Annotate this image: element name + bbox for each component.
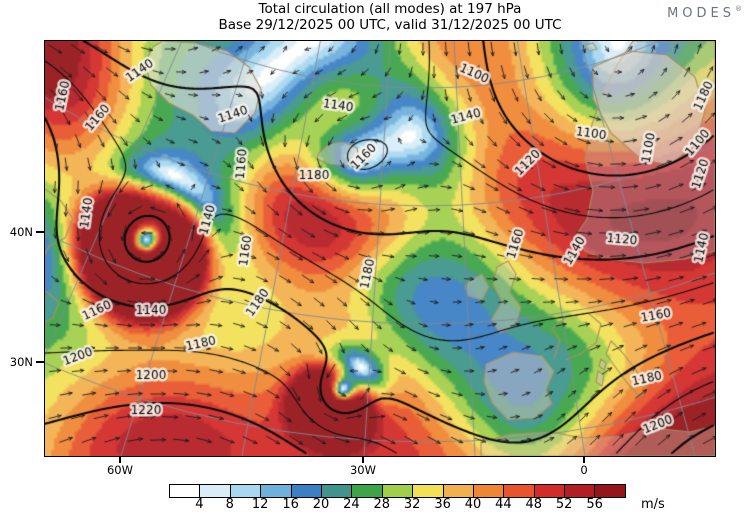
colorbar-cell [413,485,444,497]
colorbar-cell [382,485,414,497]
chart-title: Total circulation (all modes) at 197 hPa [258,1,522,17]
modes-logo-text: MODES [667,6,735,21]
colorbar-cell [534,485,566,497]
colorbar-tick-label: 12 [251,497,269,512]
colorbar-cell [443,485,474,497]
y-axis-tick [36,361,44,363]
colorbar-cell [170,485,201,497]
x-axis-tick [583,457,585,463]
colorbar-tick-label: 16 [282,497,299,512]
y-axis-tick [36,231,44,233]
chart-subtitle: Base 29/12/2025 00 UTC, valid 31/12/2025… [218,16,562,33]
colorbar-tick-label: 4 [195,497,204,512]
colorbar-tick-label: 8 [225,497,234,512]
y-axis-label: 30N [9,355,33,369]
colorbar-tick-label: 44 [495,497,512,512]
colorbar-tick-label: 28 [373,497,391,512]
colorbar-tick-label: 24 [343,497,360,512]
colorbar [169,484,626,498]
colorbar-cell [595,485,625,497]
colorbar-cell [352,485,383,497]
colorbar-tick-label: 48 [525,497,543,512]
colorbar-cell [261,485,292,497]
colorbar-tick-label: 32 [403,497,421,512]
colorbar-cell [200,485,231,497]
x-axis-tick [119,457,121,463]
x-axis-label: 30W [349,463,377,477]
colorbar-tick-label: 36 [434,497,451,512]
colorbar-unit: m/s [641,497,665,512]
colorbar-tick-label: 40 [464,497,482,512]
x-axis-tick [362,457,364,463]
modes-logo: MODES® [667,5,742,21]
modes-logo-mark: ® [735,5,742,13]
colorbar-cell [230,485,262,497]
colorbar-cell [504,485,535,497]
colorbar-tick-label: 56 [586,497,603,512]
colorbar-cell [291,485,322,497]
colorbar-cell [565,485,596,497]
weather-map-canvas [44,40,716,457]
title-block: Total circulation (all modes) at 197 hPa… [30,1,750,34]
colorbar-tick-label: 52 [555,497,573,512]
colorbar-tick-label: 20 [312,497,330,512]
x-axis-label: 0 [580,463,588,477]
colorbar-cell [473,485,505,497]
y-axis-label: 40N [9,225,33,239]
x-axis-label: 60W [106,463,134,477]
colorbar-cell [321,485,353,497]
